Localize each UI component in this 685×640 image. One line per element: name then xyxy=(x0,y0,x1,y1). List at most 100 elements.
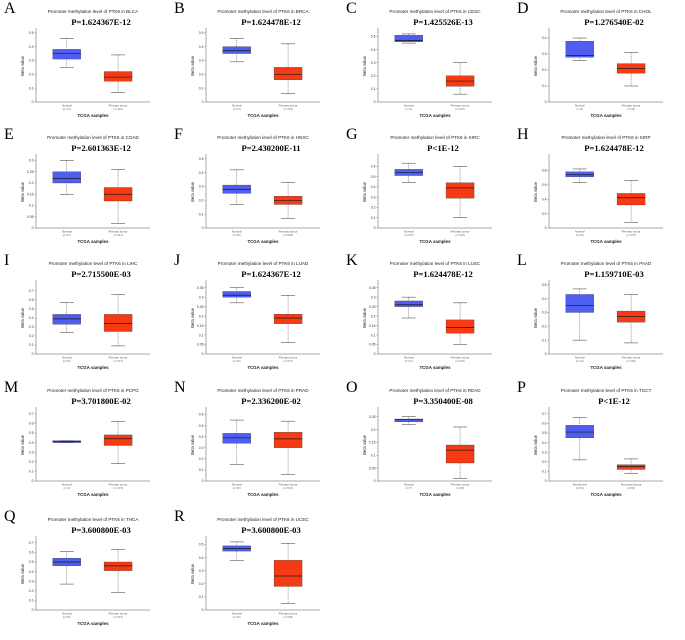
y-tick-label: 0.2 xyxy=(199,199,204,203)
chart-title: Promoter methylation level of PTK6 in UC… xyxy=(217,517,309,522)
y-tick-label: 0.2 xyxy=(371,428,376,432)
panel-m: M Promoter methylation level of PTK6 in P… xyxy=(0,379,171,504)
box-tumor xyxy=(103,71,133,82)
category-count: (n=324) xyxy=(455,233,465,237)
box-normal xyxy=(565,41,594,58)
p-value: P=2.601363E-12 xyxy=(71,143,131,153)
y-axis-label: Beta value xyxy=(362,55,367,75)
p-value: P<1E-12 xyxy=(427,143,459,153)
panel-c: C Promoter methylation level of PTK6 in C… xyxy=(342,0,513,125)
y-tick-label: 0.7 xyxy=(29,412,34,416)
box-normal xyxy=(394,300,423,307)
category-label: Primary tumor xyxy=(451,356,470,360)
category-label: Primary tumor xyxy=(279,104,298,108)
y-tick-label: 0.2 xyxy=(29,589,34,593)
box-plot: Promoter methylation level of PTK6 in TG… xyxy=(533,388,663,497)
panel-letter: P xyxy=(517,379,526,396)
box-tumor xyxy=(616,464,646,470)
category-count: (n=502) xyxy=(283,486,293,490)
box-normal xyxy=(565,294,594,313)
category-label: Normal xyxy=(62,104,72,108)
y-tick-label: 0.1 xyxy=(371,453,376,457)
category-label: Normal xyxy=(62,230,72,234)
category-count: (n=377) xyxy=(113,359,123,363)
x-axis-label: TCGA samples xyxy=(419,492,451,497)
category-label: Primary tumor xyxy=(109,612,128,616)
y-tick-label: 0.7 xyxy=(29,289,34,293)
panel-h: H Promoter methylation level of PTK6 in K… xyxy=(513,126,684,251)
x-axis-label: TCGA samples xyxy=(77,621,109,626)
category-count: (n=473) xyxy=(283,359,293,363)
y-tick-label: 0.1 xyxy=(29,343,34,347)
y-tick-label: 0 xyxy=(374,226,376,230)
panel-letter: O xyxy=(346,379,358,396)
y-tick-label: 0.3 xyxy=(29,159,34,163)
category-count: (n=50) xyxy=(233,486,241,490)
p-value: P=3.701800E-02 xyxy=(71,396,131,406)
y-tick-label: 0.3 xyxy=(199,295,204,299)
y-tick-label: 0.3 xyxy=(199,569,204,573)
category-label: Primary tumor xyxy=(109,104,128,108)
y-tick-label: 0.25 xyxy=(369,415,376,419)
box-normal xyxy=(52,171,81,184)
category-count: (n=42) xyxy=(405,359,413,363)
category-count: (n=307) xyxy=(455,107,465,111)
box-plot: Promoter methylation level of PTK6 in TH… xyxy=(20,517,150,626)
y-tick-label: 0.1 xyxy=(29,470,34,474)
category-count: (n=37) xyxy=(63,233,71,237)
y-tick-label: 0.3 xyxy=(29,59,34,63)
box-plot: Promoter methylation level of PTK6 in CO… xyxy=(20,135,150,244)
panel-letter: M xyxy=(4,379,19,396)
box-plot: Promoter methylation level of PTK6 in UC… xyxy=(190,517,320,626)
category-label: Normal xyxy=(62,483,72,487)
y-tick-label: 0.4 xyxy=(542,197,547,201)
p-value: P=2.430200E-11 xyxy=(241,143,300,153)
y-tick-label: 0.5 xyxy=(199,543,204,547)
category-count: (n=56) xyxy=(63,615,71,619)
y-tick-label: 0.1 xyxy=(371,216,376,220)
box-normal xyxy=(222,46,251,54)
y-tick-label: 0.35 xyxy=(369,286,376,290)
panel-f: F Promoter methylation level of PTK6 in H… xyxy=(170,126,341,251)
y-axis-label: Beta value xyxy=(190,307,195,327)
y-tick-label: 0.05 xyxy=(197,343,204,347)
y-tick-label: 0.2 xyxy=(371,314,376,318)
y-tick-label: 0 xyxy=(374,100,376,104)
y-tick-label: 0.4 xyxy=(542,36,547,40)
category-count: (n=36) xyxy=(627,107,635,111)
y-tick-label: 0.4 xyxy=(199,171,204,175)
y-tick-label: 0.3 xyxy=(371,295,376,299)
chart-title: Promoter methylation level of PTK6 in PR… xyxy=(217,388,309,393)
chart-title: Promoter methylation level of PTK6 in CE… xyxy=(389,9,481,14)
p-value: P=1.624478E-12 xyxy=(241,17,301,27)
y-tick-label: 0.4 xyxy=(371,48,376,52)
box-tumor xyxy=(273,432,303,448)
y-tick-label: 0.35 xyxy=(197,286,204,290)
y-tick-label: 0.5 xyxy=(199,31,204,35)
y-tick-label: 0.15 xyxy=(27,192,34,196)
y-axis-label: Beta value xyxy=(533,434,538,454)
chart-title: Promoter methylation level of PTK6 in KI… xyxy=(561,135,650,140)
box-plot: Promoter methylation level of PTK6 in RE… xyxy=(362,388,492,497)
category-count: (n=370) xyxy=(455,359,465,363)
y-tick-label: 0.2 xyxy=(199,314,204,318)
y-tick-label: 0.2 xyxy=(542,460,547,464)
panel-q: Q Promoter methylation level of PTK6 in T… xyxy=(0,508,171,633)
category-label: Primary tumor xyxy=(451,483,470,487)
y-tick-label: 0.6 xyxy=(29,551,34,555)
category-count: (n=21) xyxy=(63,107,71,111)
panel-letter: R xyxy=(174,508,185,525)
panel-n: N Promoter methylation level of PTK6 in P… xyxy=(170,379,341,504)
y-tick-label: 0.05 xyxy=(369,343,376,347)
box-plot: Promoter methylation level of PTK6 in HN… xyxy=(190,135,320,244)
y-tick-label: 0 xyxy=(202,352,204,356)
y-tick-label: 0.15 xyxy=(369,441,376,445)
y-axis-label: Beta value xyxy=(20,563,25,583)
category-count: (n=50) xyxy=(233,233,241,237)
category-label: Normal xyxy=(232,612,242,616)
x-axis-label: TCGA samples xyxy=(77,365,109,370)
y-tick-label: 0 xyxy=(374,479,376,483)
category-count: (n=184) xyxy=(626,359,636,363)
box-tumor xyxy=(445,444,475,464)
